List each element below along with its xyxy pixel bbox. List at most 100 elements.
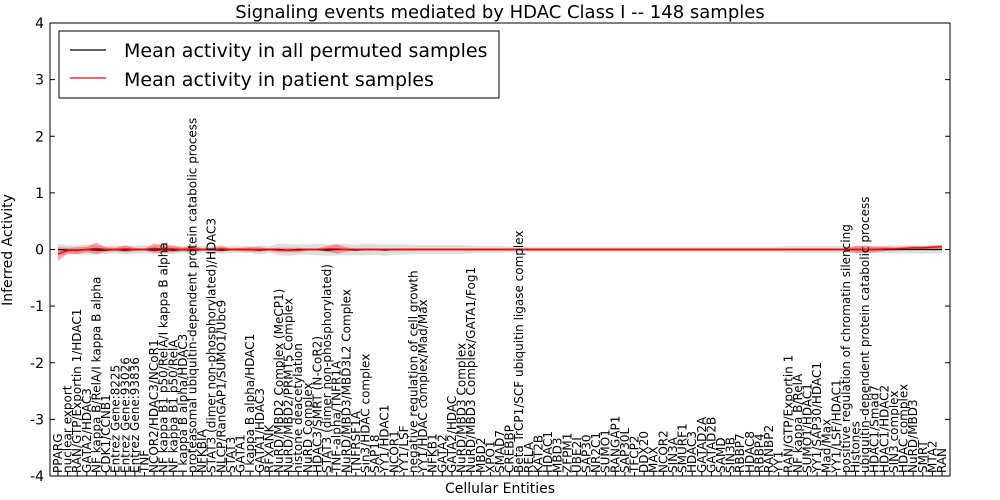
x-axis-label: Cellular Entities [445,481,555,497]
x-category-label: HDAC1 [541,431,555,473]
x-category-label: NuRD/MBD3/MBD3L2 Complex [339,289,353,473]
x-category-label: Entrez Gene:93026 [118,357,132,473]
x-category-label: histone deacetylation [291,343,305,473]
y-tick-label: -1 [30,299,44,315]
x-category-label: SMAD7 [493,430,507,473]
x-category-label: NF kappa B1 p50/RelA [166,339,180,473]
x-category-label: CREBBP [503,425,517,473]
x-category-label: nuclear export [61,385,75,473]
legend-box [58,30,500,99]
x-category-label: proteasomal ubiquitin-dependent protein … [186,118,200,473]
x-category-label: HDAC1/HDAC2 [877,385,891,473]
x-category-label: SMURF1 [676,423,690,473]
x-category-label: NuRD/MBD3 Complex [455,343,469,473]
x-category-label: NuRD/MBD2/PRMT5 Complex [282,298,296,473]
x-category-label: TFCP2 [628,436,642,474]
x-category-label: HDAC3 [685,431,699,473]
x-category-label: YY1 [772,451,786,474]
x-category-label: SMRT [916,440,930,473]
x-category-label: SUMO1/HDAC1 [801,383,815,473]
x-category-label: YY1/HDAC1 [378,405,392,474]
x-category-label: positive regulation of chromatin silenci… [839,224,853,473]
y-axis-label: Inferred Activity [0,194,16,306]
x-category-label: GATA1/HDAC3 [253,388,267,473]
x-category-label: DDX20 [637,431,651,473]
x-category-label: RBBP4 [752,433,766,473]
x-category-label: TNFRSF1A [349,410,363,474]
x-category-label: MTA2 [925,440,939,473]
x-category-label: I kappa B alpha/HDAC3 [176,334,190,473]
legend: Mean activity in all permuted samples Me… [58,30,500,99]
x-category-label: SIN3B [724,437,738,473]
x-category-label: NCOR1 [387,430,401,473]
chart-title: Signaling events mediated by HDAC Class … [235,2,764,23]
x-category-label: GATA2 [435,434,449,473]
x-category-label: YY1/SAP30/HDAC1 [810,362,824,474]
x-category-label: ubiquitin-dependent protein catabolic pr… [858,197,872,473]
x-category-label: RAN/GTP/Exportin 1/HDAC1 [70,309,84,473]
x-category-label: NR2C1 [589,432,603,473]
x-category-label: SAP30L [618,427,632,473]
x-category-label: NuRD Complex [301,382,315,473]
x-category-label: negative regulation of cell growth [407,270,421,473]
x-category-label: STAT3 [224,437,238,473]
legend-label-permuted: Mean activity in all permuted samples [124,40,487,62]
x-category-label: GATAD2B [704,417,718,473]
y-tick-label: 0 [35,243,44,259]
x-category-label: CDK1/CCNB1 [99,394,113,473]
x-category-label: NLCP/RanGAP1/SUMO1/Ubc9 [214,300,228,473]
x-category-label: STAT3 (dimer non-phosphorylated) [320,264,334,473]
x-category-label: GATAD2A [695,416,709,473]
y-tick-label: 1 [35,186,44,202]
x-category-label: RBBP7 [733,433,747,473]
x-category-label: HDAC complex [897,384,911,473]
x-category-label: XPO1 [483,440,497,473]
x-category-label: SAP18 [368,434,382,473]
x-category-label: GATA2/HDAC3 [80,388,94,473]
x-category-label: Beta TrCP1/SCF ubiquitin ligase complex [512,230,526,473]
x-category-label: RANGAP1 [608,416,622,473]
x-category-label: YY1/LSF/HDAC1 [829,379,843,474]
x-category-label: RAN/GTP/Exportin 1 [781,355,795,473]
x-category-label: YY1/LSF [397,425,411,474]
x-category-label: NuRD/MBD3 [906,399,920,473]
x-category-label: PPARG [51,433,65,473]
x-category-label: NF kappa B/RelA [791,373,805,473]
x-category-label: NCOR2 [656,430,670,473]
x-category-label: Sin3/HDAC complex [359,354,373,473]
x-category-label: MBD2 [474,438,488,473]
x-category-label: ZFPM1 [560,433,574,473]
x-category-label: GATA1 [234,434,248,473]
x-category-label: RAN [935,448,949,473]
y-tick-label: 4 [35,16,44,32]
x-category-label: RANBP2 [762,425,776,473]
y-tick-label: -2 [30,356,44,372]
y-tick-label: -3 [30,412,44,428]
legend-label-patient: Mean activity in patient samples [124,69,434,91]
x-category-label: NF kappa B1 p50/RelA/I kappa B alpha [157,242,171,473]
x-category-label: KAT2B [531,435,545,473]
x-category-label: SAMD [714,437,728,473]
x-category-label: I kappa B alpha/HDAC1 [243,334,257,473]
x-category-label: HDAC3/SMRT (N-CoR2) [310,336,324,473]
y-tick-label: 3 [35,73,44,89]
x-category-label: SIN3 complex [887,391,901,473]
x-category-label: Entrez Gene:93836 [128,357,142,473]
x-category-label: Mad/Max [820,419,834,473]
x-category-label: SUMO1 [599,429,613,473]
x-category-label: NF kappa B/RelA/I kappa B alpha [89,277,103,473]
x-category-label: NFKBIA [195,428,209,473]
y-tick-label: 2 [35,129,44,145]
x-category-label: SIN3A [666,436,680,473]
x-category-label: NCOR2/HDAC3/NCoR1 [147,339,161,473]
x-category-label: TNF-alpha/TNFR1A [330,360,344,474]
x-category-label: HDAC8 [743,431,757,473]
x-category-label: RFXANK [262,423,276,473]
x-category-label: RELA [522,441,536,473]
y-axis: -4 -3 -2 -1 0 1 2 3 4 [30,16,950,485]
x-category-label: NFKB1 [426,433,440,473]
x-category-label: NuRD/MBD2 Complex (MeCP1) [272,289,286,473]
x-category-label: GATA2/HDAC [445,396,459,473]
